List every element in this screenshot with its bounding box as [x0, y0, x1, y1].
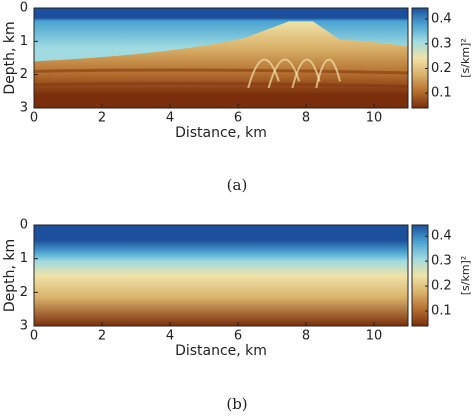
x-tick-label: 8 [302, 111, 310, 126]
fold [315, 58, 341, 89]
y-tick-label: 1 [20, 34, 28, 49]
x-axis-label: Distance, km [175, 125, 267, 141]
colorbar-tick-label: 0.1 [431, 86, 452, 101]
x-tick-label: 4 [166, 329, 174, 344]
y-axis-label: Depth, km [2, 239, 18, 312]
x-tick-label: 4 [166, 111, 174, 126]
y-axis-label: Depth, km [2, 21, 18, 94]
y-tick-label: 0 [20, 1, 28, 16]
fold [291, 58, 321, 89]
x-tick-label: 0 [30, 329, 38, 344]
colorbar-tick-label: 0.1 [431, 304, 452, 319]
layer-band [33, 81, 409, 88]
x-tick-label: 2 [98, 329, 106, 344]
y-tick-label: 2 [20, 67, 28, 82]
colorbar-tick-label: 0.2 [431, 279, 452, 294]
layer-band [33, 68, 409, 75]
colorbar-label: [s/km]² [459, 256, 472, 296]
x-axis-label: Distance, km [175, 343, 267, 359]
x-tick-label: 2 [98, 111, 106, 126]
velocity-image [34, 225, 408, 326]
x-tick-label: 6 [234, 111, 242, 126]
y-tick-label: 3 [20, 101, 28, 116]
caption: (a) [227, 176, 248, 194]
y-tick-label: 0 [20, 218, 28, 233]
plot-frame [33, 224, 409, 327]
sediment-layers [34, 21, 408, 108]
colorbar-tick-label: 0.4 [431, 229, 452, 244]
plot-frame [33, 7, 409, 109]
x-tick-label: 6 [234, 329, 242, 344]
x-tick-label: 8 [302, 329, 310, 344]
y-tick-label: 2 [20, 285, 28, 300]
colorbar-label: [s/km]² [459, 38, 472, 78]
colorbar-tick-label: 0.3 [431, 254, 452, 269]
colorbar-tick-label: 0.2 [431, 61, 452, 76]
x-tick-label: 10 [366, 111, 383, 126]
fold [247, 58, 280, 89]
y-tick-label: 1 [20, 251, 28, 266]
colorbar [411, 7, 429, 109]
caption: (b) [226, 395, 247, 413]
colorbar-tick-label: 0.3 [431, 36, 452, 51]
x-tick-label: 0 [30, 111, 38, 126]
layer-band [33, 95, 409, 102]
y-tick-label: 3 [20, 319, 28, 334]
colorbar-tick-label: 0.4 [431, 12, 452, 27]
colorbar [411, 224, 429, 327]
x-tick-label: 10 [366, 329, 383, 344]
